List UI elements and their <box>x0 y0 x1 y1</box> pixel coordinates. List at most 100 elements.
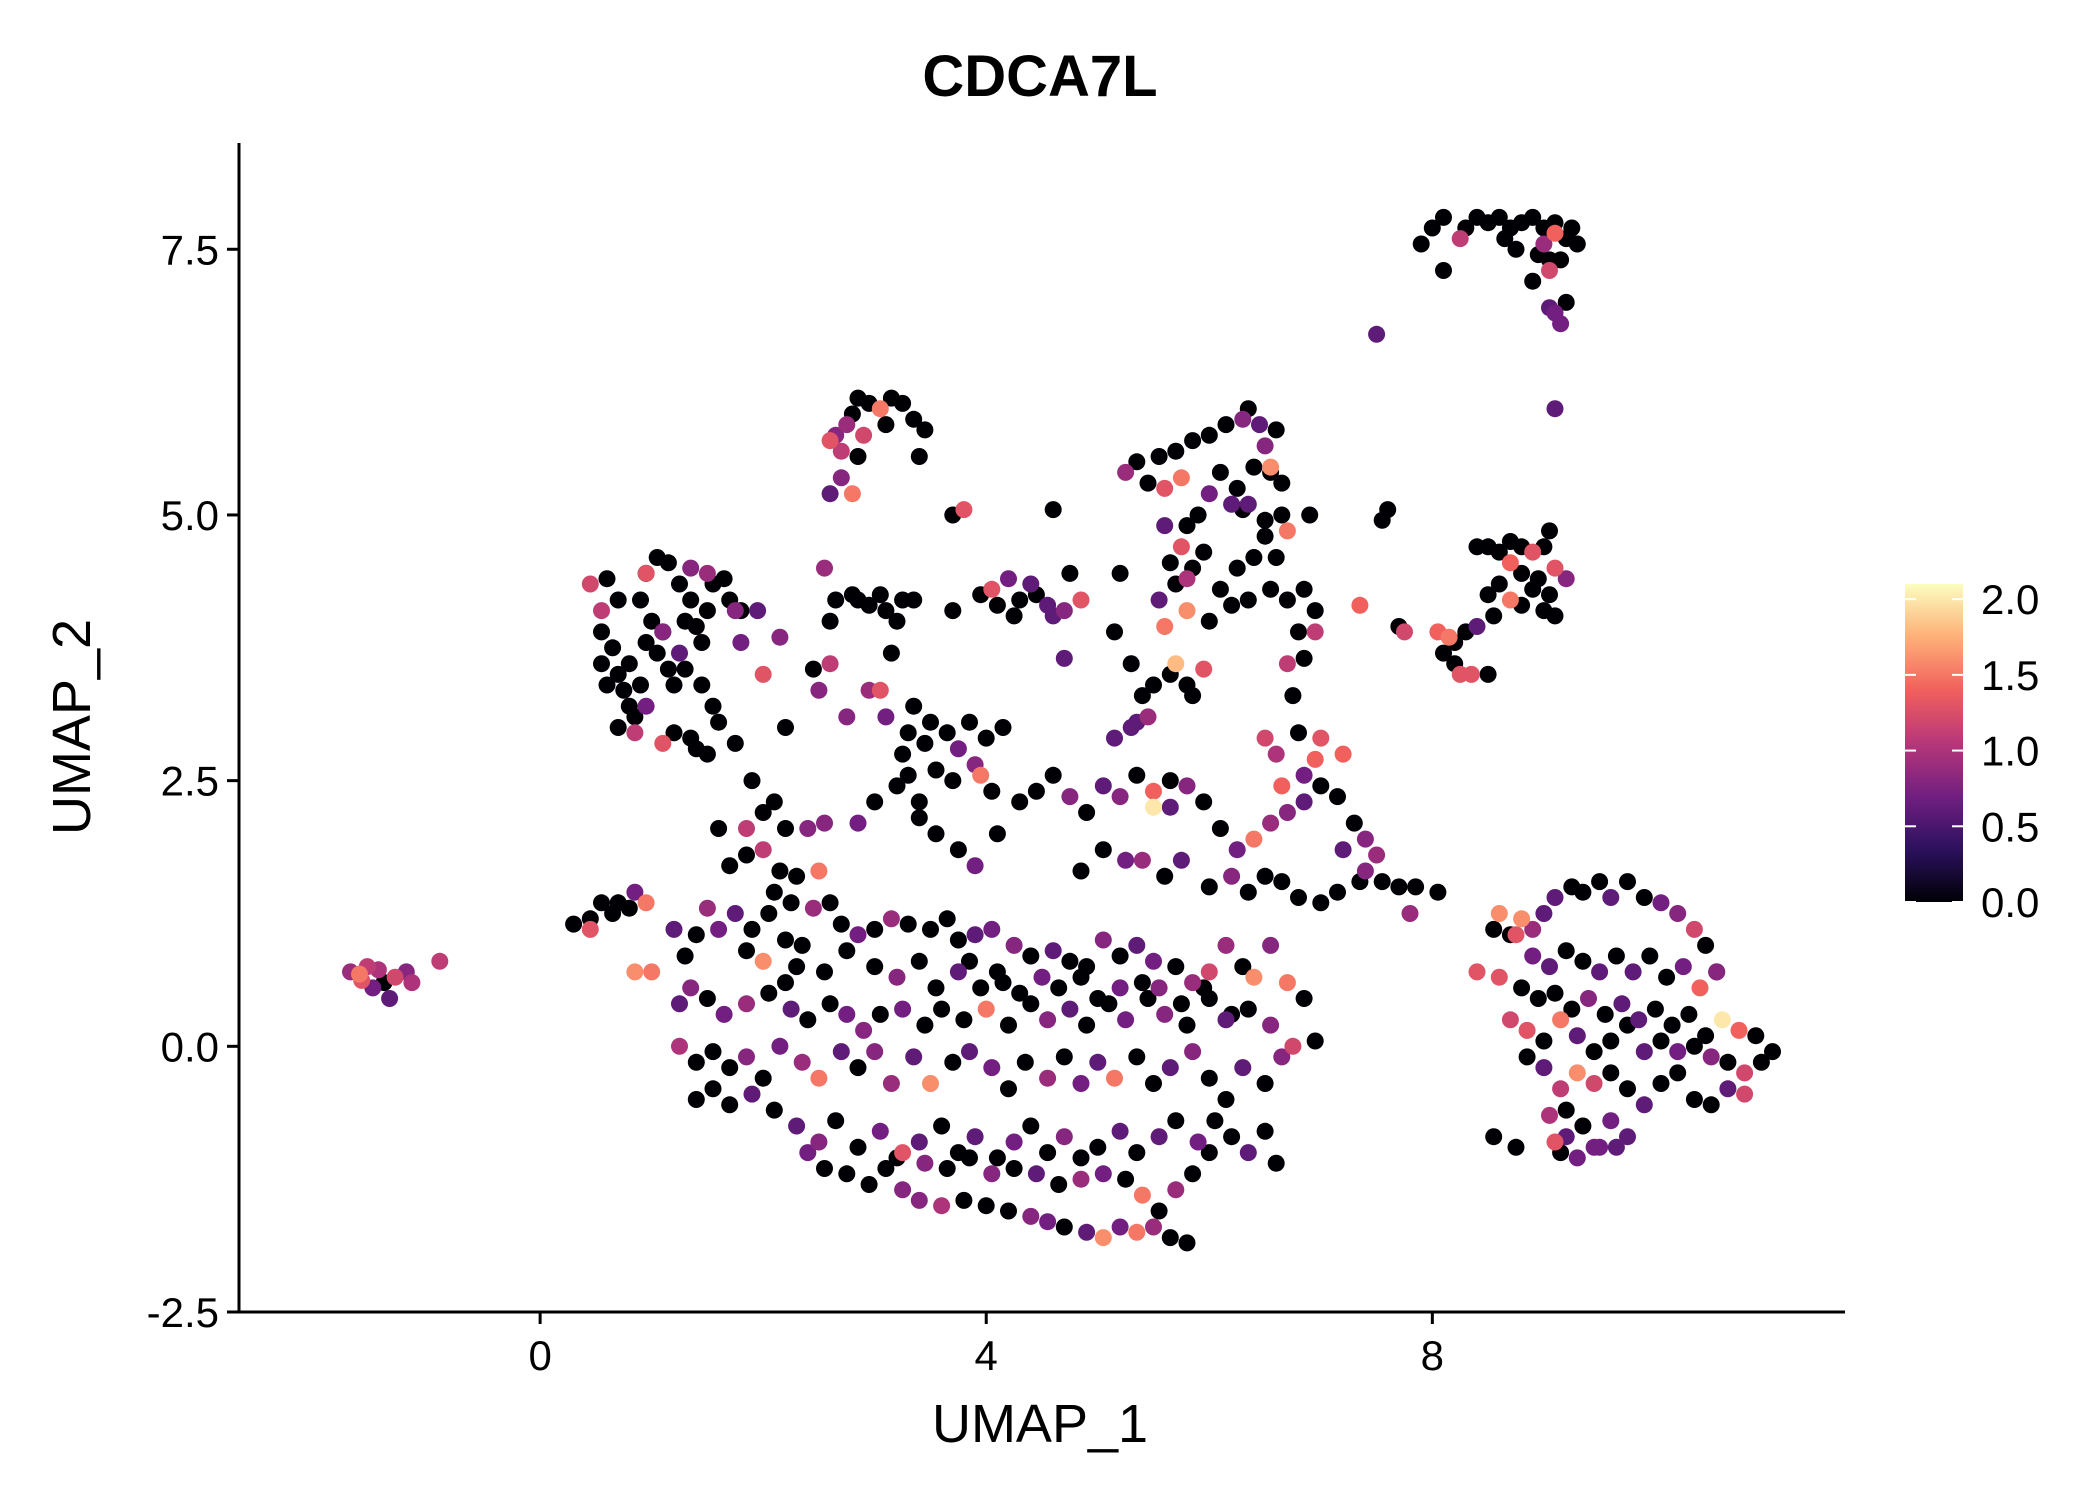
cell-point <box>1524 272 1542 290</box>
cell-point <box>1239 1144 1257 1162</box>
cell-point <box>626 708 644 726</box>
cell-point <box>615 681 633 699</box>
cell-point <box>1145 676 1162 694</box>
cell-point <box>698 602 716 620</box>
cell-point <box>977 1197 995 1215</box>
cell-point <box>1145 798 1162 816</box>
cell-point <box>1479 586 1497 604</box>
cell-point <box>1669 1043 1687 1061</box>
cell-point <box>710 920 728 938</box>
cell-point <box>1133 851 1151 869</box>
cell-point <box>871 400 889 418</box>
cell-point <box>1117 851 1135 869</box>
cell-point <box>1239 495 1257 513</box>
cell-point <box>1719 1053 1737 1071</box>
cell-point <box>827 591 845 609</box>
cell-point <box>1117 1011 1135 1029</box>
y-axis-title: UMAP_2 <box>42 619 102 835</box>
cell-point <box>1368 325 1386 343</box>
cell-point <box>1685 1091 1703 1108</box>
cell-point <box>1541 586 1558 604</box>
cell-point <box>938 1160 956 1177</box>
cell-point <box>916 734 934 752</box>
cell-point <box>838 416 856 434</box>
cell-point <box>1206 1112 1224 1130</box>
cell-point <box>1273 777 1291 795</box>
cell-point <box>1658 968 1676 986</box>
cell-point <box>1345 814 1363 832</box>
cell-point <box>1178 777 1196 795</box>
cell-point <box>922 1075 939 1092</box>
cell-point <box>1736 1064 1754 1082</box>
cell-point <box>866 958 884 976</box>
cell-point <box>1184 432 1202 450</box>
cell-point <box>1412 235 1430 253</box>
cell-point <box>565 915 583 933</box>
cell-point <box>799 1011 817 1029</box>
cell-point <box>381 990 399 1007</box>
cell-point <box>799 820 817 837</box>
cell-point <box>1184 1165 1202 1183</box>
cell-point <box>888 777 906 795</box>
cell-point <box>1278 804 1296 821</box>
cell-point <box>1106 1069 1123 1087</box>
cell-point <box>955 1191 973 1209</box>
cell-point <box>1061 1000 1079 1018</box>
cell-point <box>1312 894 1330 912</box>
cell-point <box>1535 235 1553 253</box>
cell-point <box>754 804 772 821</box>
cell-point <box>1094 1229 1112 1247</box>
cell-point <box>754 665 772 683</box>
cell-point <box>916 421 934 439</box>
cell-point <box>983 580 1001 598</box>
cell-point <box>1552 1080 1570 1098</box>
cell-point <box>1351 596 1369 614</box>
cell-point <box>1172 469 1190 487</box>
cell-point <box>771 1037 789 1055</box>
cell-point <box>1128 453 1146 471</box>
cell-point <box>983 1059 1001 1077</box>
cell-point <box>1055 1128 1073 1146</box>
cell-point <box>1507 240 1525 258</box>
cell-point <box>1635 1096 1653 1114</box>
cell-point <box>1178 570 1196 588</box>
cell-point <box>910 809 928 827</box>
cell-point <box>1167 1112 1185 1130</box>
cell-point <box>910 1191 928 1209</box>
cell-point <box>832 915 850 933</box>
cell-point <box>1546 224 1564 242</box>
cell-point <box>1524 947 1542 965</box>
cell-point <box>1273 506 1291 524</box>
cell-point <box>637 634 655 651</box>
cell-point <box>1094 1165 1112 1183</box>
cell-point <box>738 846 755 864</box>
cell-point <box>609 719 627 736</box>
cell-point <box>1490 905 1508 922</box>
cell-point <box>804 660 822 678</box>
cell-point <box>386 968 404 986</box>
cell-point <box>1133 1186 1151 1204</box>
cell-point <box>1329 883 1346 901</box>
cell-point <box>1094 841 1112 859</box>
cell-point <box>849 1138 867 1156</box>
cell-point <box>1652 1075 1670 1092</box>
cell-point <box>849 814 867 832</box>
points-layer <box>342 208 1781 1252</box>
cell-point <box>1541 262 1558 279</box>
cell-point <box>671 644 688 662</box>
cell-point <box>1245 968 1263 986</box>
cell-point <box>1072 591 1090 609</box>
cell-point <box>581 575 599 593</box>
cell-point <box>988 596 1006 614</box>
cell-point <box>1111 1218 1129 1236</box>
cell-point <box>626 883 644 901</box>
cell-point <box>1139 708 1157 726</box>
cell-point <box>838 708 856 726</box>
cell-point <box>1245 458 1263 476</box>
cell-point <box>1239 883 1257 901</box>
cell-point <box>1217 1091 1235 1108</box>
cell-point <box>1306 1032 1324 1050</box>
cell-point <box>1284 1037 1302 1055</box>
cell-point <box>1117 463 1135 481</box>
cell-point <box>821 894 839 912</box>
